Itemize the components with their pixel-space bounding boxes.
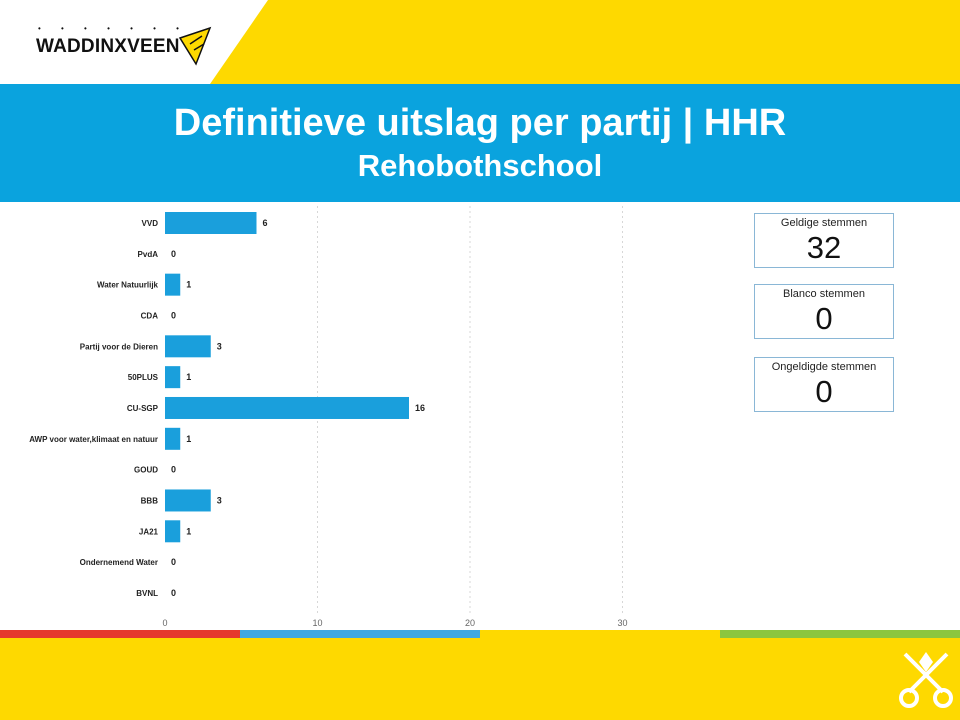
footer-band	[0, 638, 960, 720]
bar	[165, 212, 257, 234]
data-label: 0	[171, 310, 176, 320]
category-label: AWP voor water,klimaat en natuur	[29, 435, 158, 444]
bar	[165, 520, 181, 543]
data-label: 0	[171, 465, 176, 475]
data-label: 0	[171, 249, 176, 259]
data-label: 0	[171, 588, 176, 598]
category-label: CDA	[141, 311, 159, 320]
category-label: GOUD	[134, 466, 158, 475]
x-tick-label: 20	[465, 618, 475, 628]
color-stripes	[0, 630, 960, 638]
x-tick-label: 0	[162, 618, 167, 628]
page-title: Definitieve uitslag per partij | HHR	[173, 102, 787, 144]
title-bar: Definitieve uitslag per partij | HHR Reh…	[0, 84, 960, 202]
data-label: 1	[186, 434, 191, 444]
category-label: BVNL	[136, 589, 158, 598]
kpi-blank-votes-value: 0	[815, 301, 833, 336]
x-tick-label: 10	[312, 618, 322, 628]
logo-text: WADDINXVEEN	[36, 36, 180, 57]
bar	[165, 427, 181, 450]
stripe-blue	[240, 630, 480, 638]
category-label: JA21	[139, 527, 159, 536]
crossed-keys-icon	[899, 652, 953, 708]
data-label: 16	[415, 403, 425, 413]
logo-flag-icon	[178, 26, 212, 66]
stripe-green	[720, 630, 960, 638]
waddinxveen-logo: • • • • • • • WADDINXVEEN	[36, 22, 216, 68]
kpi-valid-votes-label: Geldige stemmen	[780, 217, 868, 229]
bar	[165, 489, 211, 512]
data-label: 1	[186, 526, 191, 536]
bar	[165, 273, 181, 296]
data-label: 1	[186, 372, 191, 382]
kpi-invalid-votes-value: 0	[815, 374, 833, 409]
data-label: 0	[171, 557, 176, 567]
data-label: 3	[217, 495, 222, 505]
bar	[165, 396, 409, 419]
category-label: Ondernemend Water	[80, 558, 158, 567]
category-label: 50PLUS	[128, 373, 159, 382]
logo-dots: • • • • • • •	[38, 24, 188, 33]
page-subtitle: Rehobothschool	[357, 148, 603, 183]
bar-chart: 010203040VVD6PvdA0Water Natuurlijk1CDA0P…	[29, 206, 628, 628]
data-label: 1	[186, 280, 191, 290]
bar	[165, 366, 181, 389]
category-label: PvdA	[138, 250, 159, 259]
header-band	[0, 0, 960, 84]
kpi-valid-votes: Geldige stemmen 32	[754, 213, 894, 268]
category-label: Partij voor de Dieren	[80, 342, 158, 351]
kpi-invalid-votes: Ongeldigde stemmen 0	[754, 357, 894, 412]
data-label: 3	[217, 341, 222, 351]
category-label: CU-SGP	[127, 404, 159, 413]
kpi-blank-votes: Blanco stemmen 0	[754, 284, 894, 339]
kpi-valid-votes-value: 32	[806, 230, 842, 265]
kpi-blank-votes-label: Blanco stemmen	[783, 288, 865, 300]
stripe-yellow	[480, 630, 720, 638]
kpi-invalid-votes-label: Ongeldigde stemmen	[771, 361, 877, 373]
category-label: VVD	[142, 219, 159, 228]
stripe-red	[0, 630, 240, 638]
bar	[165, 335, 211, 358]
x-tick-label: 30	[617, 618, 627, 628]
data-label: 6	[263, 218, 268, 228]
category-label: Water Natuurlijk	[97, 281, 159, 290]
category-label: BBB	[141, 496, 159, 505]
